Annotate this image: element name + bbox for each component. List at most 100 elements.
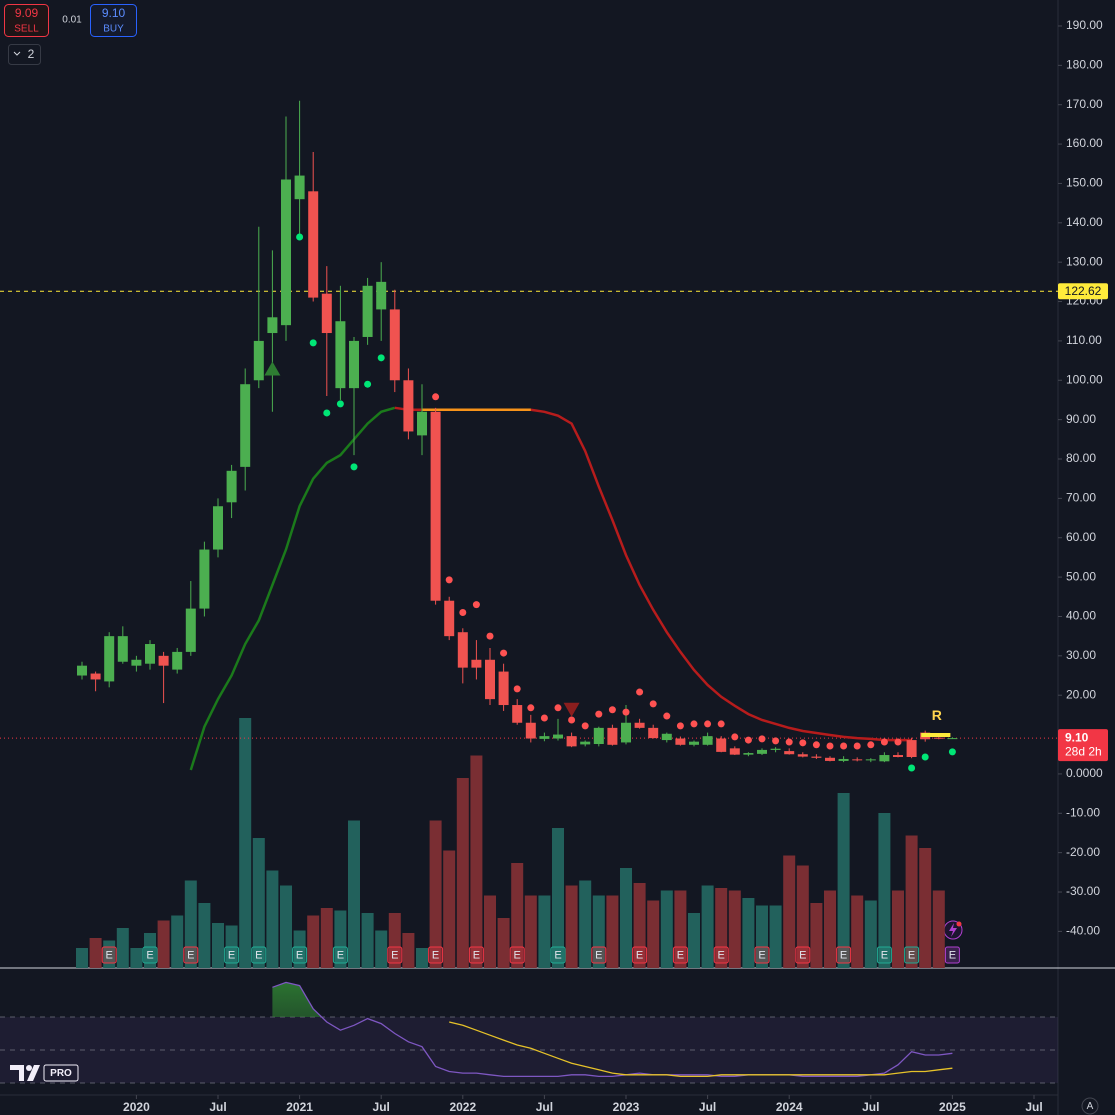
buy-button[interactable]: 9.10 BUY <box>90 4 137 37</box>
candle-body <box>117 636 128 662</box>
earnings-badge <box>224 946 240 964</box>
y-tick-label: 20.00 <box>1066 687 1096 701</box>
sell-label: SELL <box>14 24 39 35</box>
price-label: 122.62 <box>1065 284 1102 298</box>
volume-bar <box>239 718 252 968</box>
volume-bar <box>565 885 578 968</box>
earnings-badge <box>387 946 403 964</box>
volume-bar <box>171 915 184 968</box>
earnings-label: E <box>840 949 847 961</box>
candle-body <box>716 738 727 752</box>
candle-body <box>621 722 631 743</box>
candle-body <box>593 727 604 745</box>
volume-bar <box>878 813 891 968</box>
buy-price: 9.10 <box>102 6 126 20</box>
candle-body <box>104 636 115 682</box>
volume-bar <box>932 890 945 968</box>
volume-bar <box>470 755 483 968</box>
candle-body <box>947 738 958 740</box>
indicator-toggle-box[interactable] <box>8 44 41 65</box>
y-tick-label: -10.00 <box>1066 805 1100 819</box>
x-tick-label: 2021 <box>286 1100 313 1114</box>
sar-dot <box>472 601 480 609</box>
volume-bar <box>429 820 442 968</box>
sar-dot <box>540 714 548 722</box>
volume-bar <box>783 855 796 968</box>
earnings-badge <box>795 946 811 964</box>
logo: PRO <box>10 1064 79 1082</box>
candle-body <box>131 659 142 666</box>
sar-dot <box>581 722 589 730</box>
earnings-label: E <box>718 949 725 961</box>
earnings-badge <box>428 946 444 964</box>
volume-bar <box>497 918 510 968</box>
y-tick-label: 30.00 <box>1066 648 1096 662</box>
earnings-label: E <box>908 949 915 961</box>
volume-bar <box>606 895 619 968</box>
volume-bar <box>307 915 320 968</box>
volume-bar <box>552 828 564 968</box>
annotation: R <box>932 707 942 723</box>
earnings-badge <box>183 946 199 964</box>
sar-dot <box>649 700 657 708</box>
sar-dot <box>772 737 780 745</box>
candle-body <box>784 751 795 755</box>
volume-bar <box>592 895 605 968</box>
sar-dot <box>336 400 344 408</box>
sell-button[interactable]: 9.09 SELL <box>4 4 49 37</box>
candle-body <box>702 736 713 745</box>
x-tick-label: 2022 <box>449 1100 476 1114</box>
earnings-label: E <box>799 949 806 961</box>
buy-box[interactable] <box>90 4 137 37</box>
last-price-box <box>1058 729 1108 762</box>
candle-body <box>485 659 495 700</box>
volume-bar <box>742 898 755 968</box>
chevron <box>13 51 21 56</box>
volume-bar <box>184 880 197 968</box>
volume-bar <box>701 885 714 968</box>
y-tick-label: -40.00 <box>1066 924 1100 938</box>
sar-dot <box>921 753 929 761</box>
earnings-badge <box>836 946 852 964</box>
earnings-badge <box>142 946 158 964</box>
volume-bar <box>769 905 782 968</box>
y-tick-label: 140.00 <box>1066 215 1103 229</box>
sar-dot <box>445 576 453 584</box>
oscillator-line <box>272 981 953 1078</box>
volume-bar <box>198 903 211 968</box>
sar-dot <box>717 720 725 728</box>
alert-dot <box>956 921 962 927</box>
candle-body <box>321 293 332 334</box>
x-tick-label: Jul <box>209 1100 226 1114</box>
candle-body <box>158 655 169 666</box>
candle-body <box>185 608 196 652</box>
candle-body <box>389 309 400 381</box>
x-tick-label: Jul <box>862 1100 879 1114</box>
candle-body <box>797 754 808 757</box>
candle-body <box>512 705 523 723</box>
sar-dot <box>432 393 440 401</box>
indicator-count: 2 <box>28 47 35 61</box>
sell-box[interactable] <box>4 4 49 37</box>
candle-body <box>770 748 781 750</box>
y-tick-label: 150.00 <box>1066 176 1103 190</box>
lightning-icon[interactable] <box>943 920 963 940</box>
y-tick-label: 80.00 <box>1066 451 1096 465</box>
candle-body <box>539 736 550 739</box>
volume-bar <box>851 895 864 968</box>
sar-dot <box>554 704 562 712</box>
sar-dot <box>785 738 793 746</box>
volume-bar <box>443 850 456 968</box>
indicator-toggle[interactable]: 2 <box>8 44 41 65</box>
volume-bar <box>647 900 660 968</box>
volume-bar <box>524 895 537 968</box>
earnings-badge <box>944 946 960 964</box>
y-tick-label: 50.00 <box>1066 569 1096 583</box>
sar-dot <box>568 716 576 724</box>
candle-body <box>335 321 346 389</box>
auto-scale-button[interactable] <box>1081 1097 1099 1115</box>
trend-line <box>189 406 396 771</box>
sar-dot <box>812 741 820 749</box>
earnings-badge <box>672 946 688 964</box>
earnings-badge <box>101 946 117 964</box>
